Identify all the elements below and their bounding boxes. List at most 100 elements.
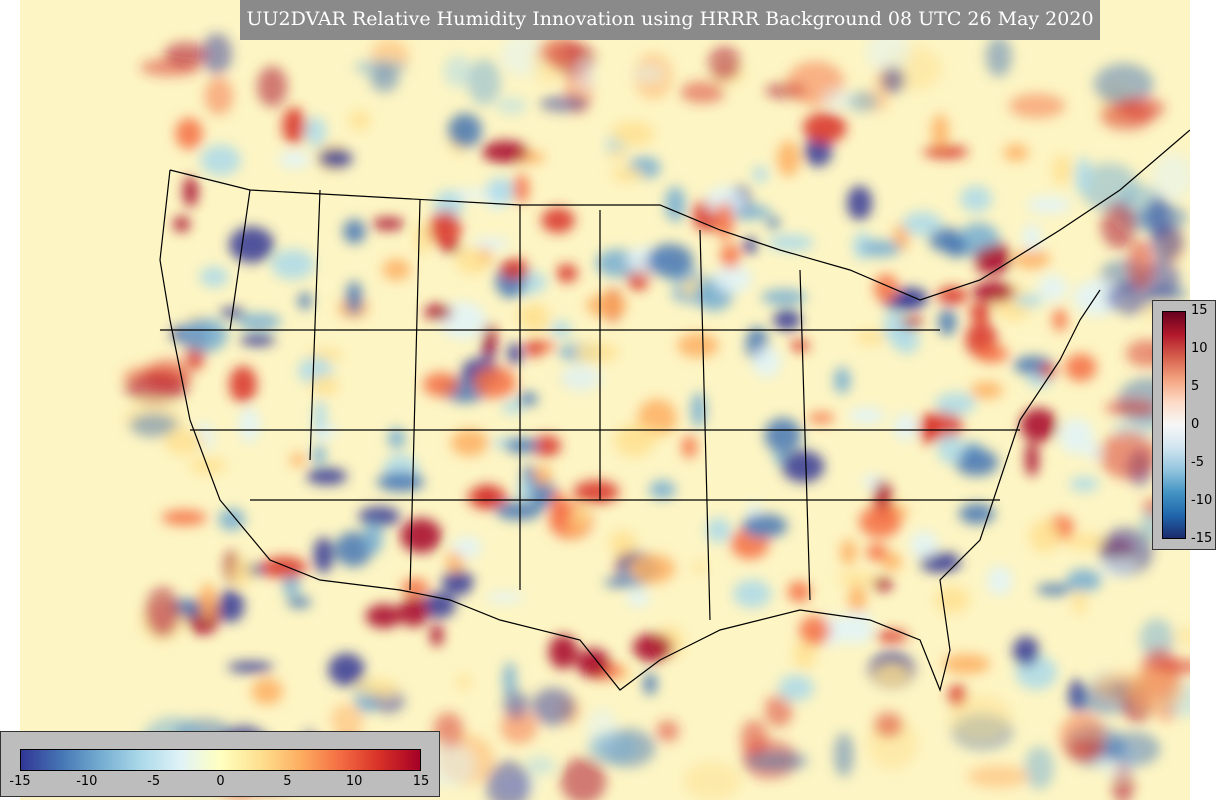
humidity-blob [643,672,657,695]
humidity-blob [452,536,482,559]
boundaries [159,129,1190,692]
humidity-blob [627,553,676,584]
colorbar-tick-label: 15 [412,774,430,789]
humidity-blob [502,400,524,415]
humidity-blob [414,222,431,256]
humidity-blob [1080,163,1139,212]
humidity-blob [1052,308,1068,332]
humidity-blob [313,399,327,436]
humidity-blob [573,480,620,504]
humidity-blob [1150,225,1184,261]
humidity-blob [1012,636,1040,666]
humidity-blob [833,366,851,394]
humidity-blob [270,249,315,280]
humidity-blob [846,91,879,112]
humidity-blob [345,280,363,315]
humidity-blob [573,342,619,363]
horizontal-colorbar: -15 -10 -5 0 5 10 15 [0,731,440,797]
humidity-blob [330,703,364,737]
humidity-blob [1106,281,1154,315]
humidity-blob [450,429,489,457]
humidity-blob [455,246,490,275]
humidity-blob [705,186,746,216]
humidity-blob [872,577,893,591]
humidity-blob [823,88,851,110]
humidity-blob [893,412,918,441]
humidity-blob [873,662,910,687]
humidity-blob [767,234,815,251]
humidity-blob [376,471,425,492]
humidity-blob [560,757,607,800]
humidity-blob [681,435,697,459]
humidity-blob [692,561,707,573]
humidity-blob [433,712,464,750]
humidity-blob [503,690,529,719]
humidity-blob [954,448,999,477]
humidity-blob [969,302,991,322]
humidity-blob [1026,196,1072,214]
humidity-blob [649,480,676,500]
humidity-blob [752,346,781,378]
humidity-blob [923,145,969,159]
humidity-blob [251,677,283,705]
humidity-blob [261,556,307,579]
humidity-blob [610,121,655,147]
humidity-blob [752,166,768,183]
humidity-blob [306,467,348,485]
humidity-blob [574,61,596,91]
humidity-blob [442,569,474,596]
humidity-blob [320,426,339,438]
humidity-blob [859,505,902,538]
colorbar-tick-label: -10 [1191,493,1213,508]
humidity-blob [473,366,517,399]
humidity-blob [664,186,686,223]
humidity-blob [855,330,887,345]
humidity-blob [866,543,888,562]
humidity-blob [802,112,847,144]
humidity-blob [531,435,562,457]
humidity-blob [787,580,811,603]
humidity-blob [576,648,610,678]
humidity-blob [282,107,306,145]
humidity-blob [310,374,339,396]
humidity-blob [1028,519,1061,553]
humidity-blob [539,95,589,113]
humidity-blob [164,42,207,67]
humidity-blob [705,517,732,543]
humidity-blob [382,258,411,281]
humidity-blob [559,365,601,391]
humidity-blob [467,58,501,106]
humidity-blob [836,572,878,585]
map [20,0,1190,800]
humidity-blob [1145,258,1180,299]
humidity-blob [742,513,788,539]
humidity-blob [495,97,528,115]
humidity-blob [305,116,327,147]
humidity-blob [313,537,334,574]
humidity-blob [985,36,1012,77]
humidity-blob [713,264,753,294]
humidity-blob [1064,353,1097,382]
humidity-blob [355,679,399,697]
humidity-blob [677,333,719,358]
humidity-blob [833,732,854,778]
humidity-blob [500,258,529,281]
humidity-blob [1085,444,1103,460]
humidity-blob [1098,430,1158,480]
colorbar-tick-label: -15 [1191,531,1213,546]
colorbar-tick-label: 10 [345,774,363,789]
humidity-blob [1069,476,1099,492]
humidity-blob [967,765,1029,788]
humidity-blob [217,589,245,623]
humidity-blob [937,286,968,305]
humidity-blob [287,596,312,608]
humidity-blob [204,77,234,116]
humidity-blob [934,585,970,614]
humidity-blob [1093,63,1154,106]
humidity-blob [875,630,908,643]
colorbar-gradient [1162,311,1186,539]
humidity-blob [901,316,923,329]
humidity-blob [505,437,540,454]
humidity-blob [363,521,383,555]
humidity-blob [690,391,707,428]
